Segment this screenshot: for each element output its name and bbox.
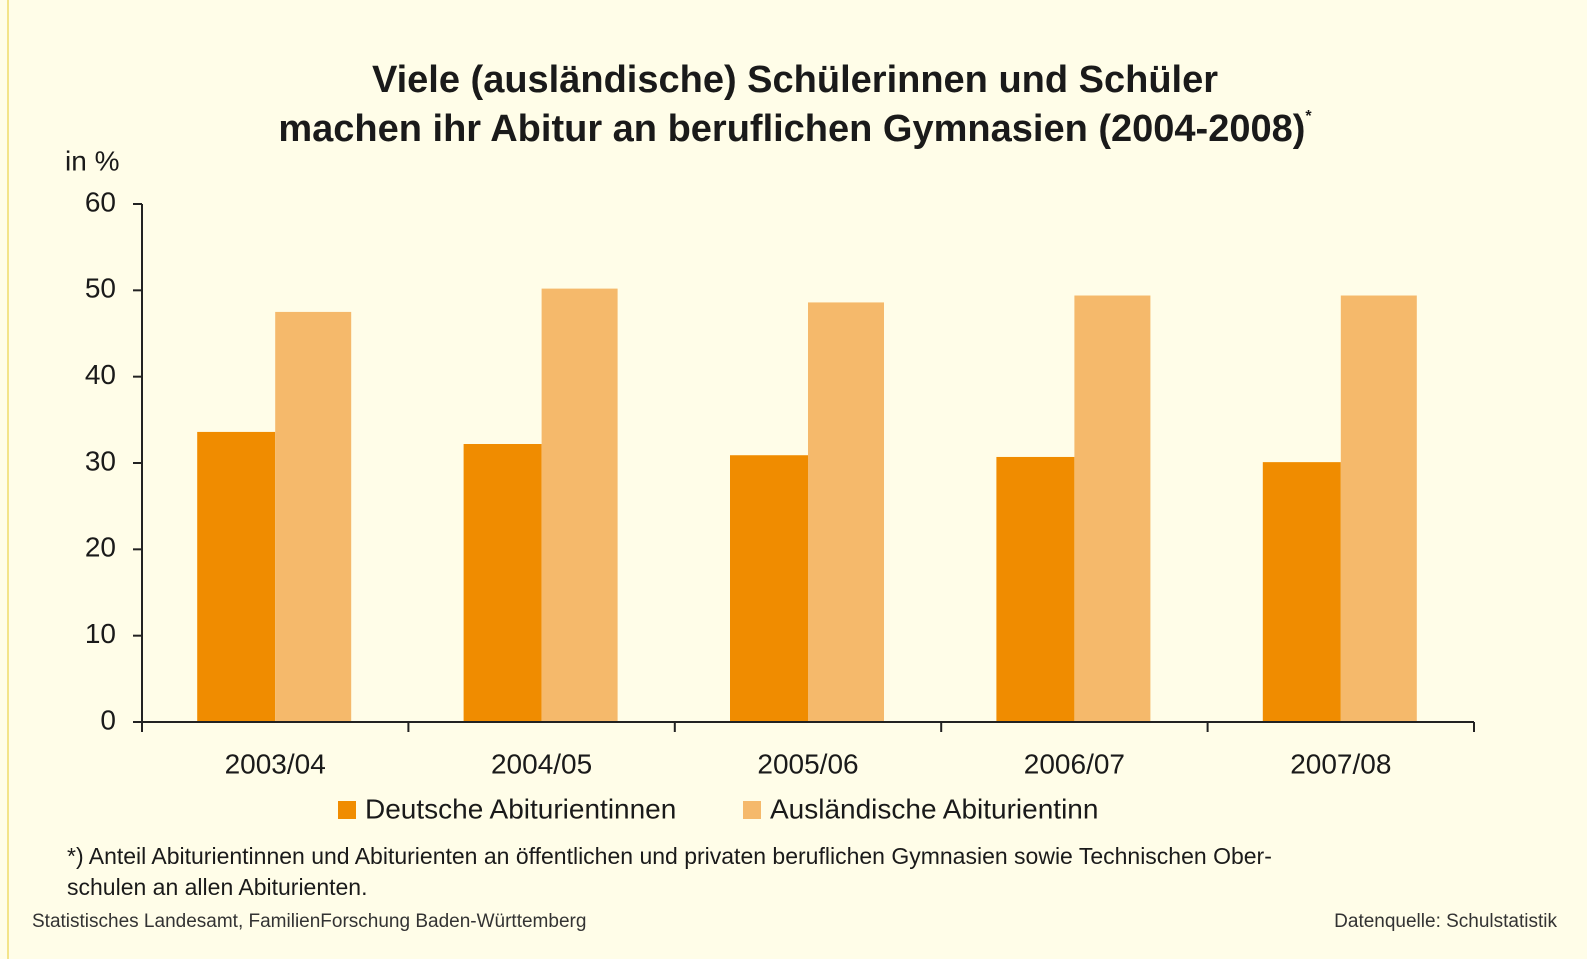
legend-label: Ausländische Abiturientinn	[770, 793, 1098, 824]
bar	[808, 302, 884, 722]
bar	[541, 288, 618, 722]
y-tick-label: 10	[85, 618, 116, 649]
x-tick-label: 2003/04	[225, 748, 326, 779]
bar	[1340, 295, 1417, 722]
source: Datenquelle: Schulstatistik	[1334, 911, 1557, 932]
legend-swatch	[743, 801, 761, 819]
x-tick-label: 2004/05	[491, 748, 592, 779]
y-tick-label: 20	[85, 532, 116, 563]
y-tick-label: 50	[85, 273, 116, 304]
bar	[730, 455, 808, 722]
footnote: *) Anteil Abiturientinnen und Abiturient…	[67, 843, 1272, 869]
chart-title: Viele (ausländische) Schülerinnen und Sc…	[372, 59, 1218, 101]
x-tick-label: 2007/08	[1290, 748, 1391, 779]
source: Statistisches Landesamt, FamilienForschu…	[32, 911, 586, 932]
y-tick-label: 60	[85, 186, 116, 217]
bar	[197, 431, 276, 722]
title-mark: *	[1305, 108, 1312, 125]
y-axis-label: in %	[65, 145, 119, 176]
bar	[996, 456, 1075, 722]
bar	[1074, 295, 1151, 722]
chart-title: machen ihr Abitur an beruflichen Gymnasi…	[278, 108, 1312, 150]
y-tick-label: 30	[85, 445, 116, 476]
bar	[463, 444, 542, 722]
footnote: schulen an allen Abiturienten.	[67, 874, 368, 900]
legend-swatch	[338, 801, 356, 819]
x-tick-label: 2006/07	[1024, 748, 1125, 779]
bar	[275, 311, 352, 722]
legend-label: Deutsche Abiturientinnen	[365, 793, 676, 824]
chart-title: machen ihr Abitur an beruflichen Gymnasi…	[278, 108, 1305, 150]
x-tick-label: 2005/06	[757, 748, 858, 779]
y-tick-label: 0	[100, 704, 116, 735]
y-tick-label: 40	[85, 359, 116, 390]
bar	[1262, 462, 1341, 722]
